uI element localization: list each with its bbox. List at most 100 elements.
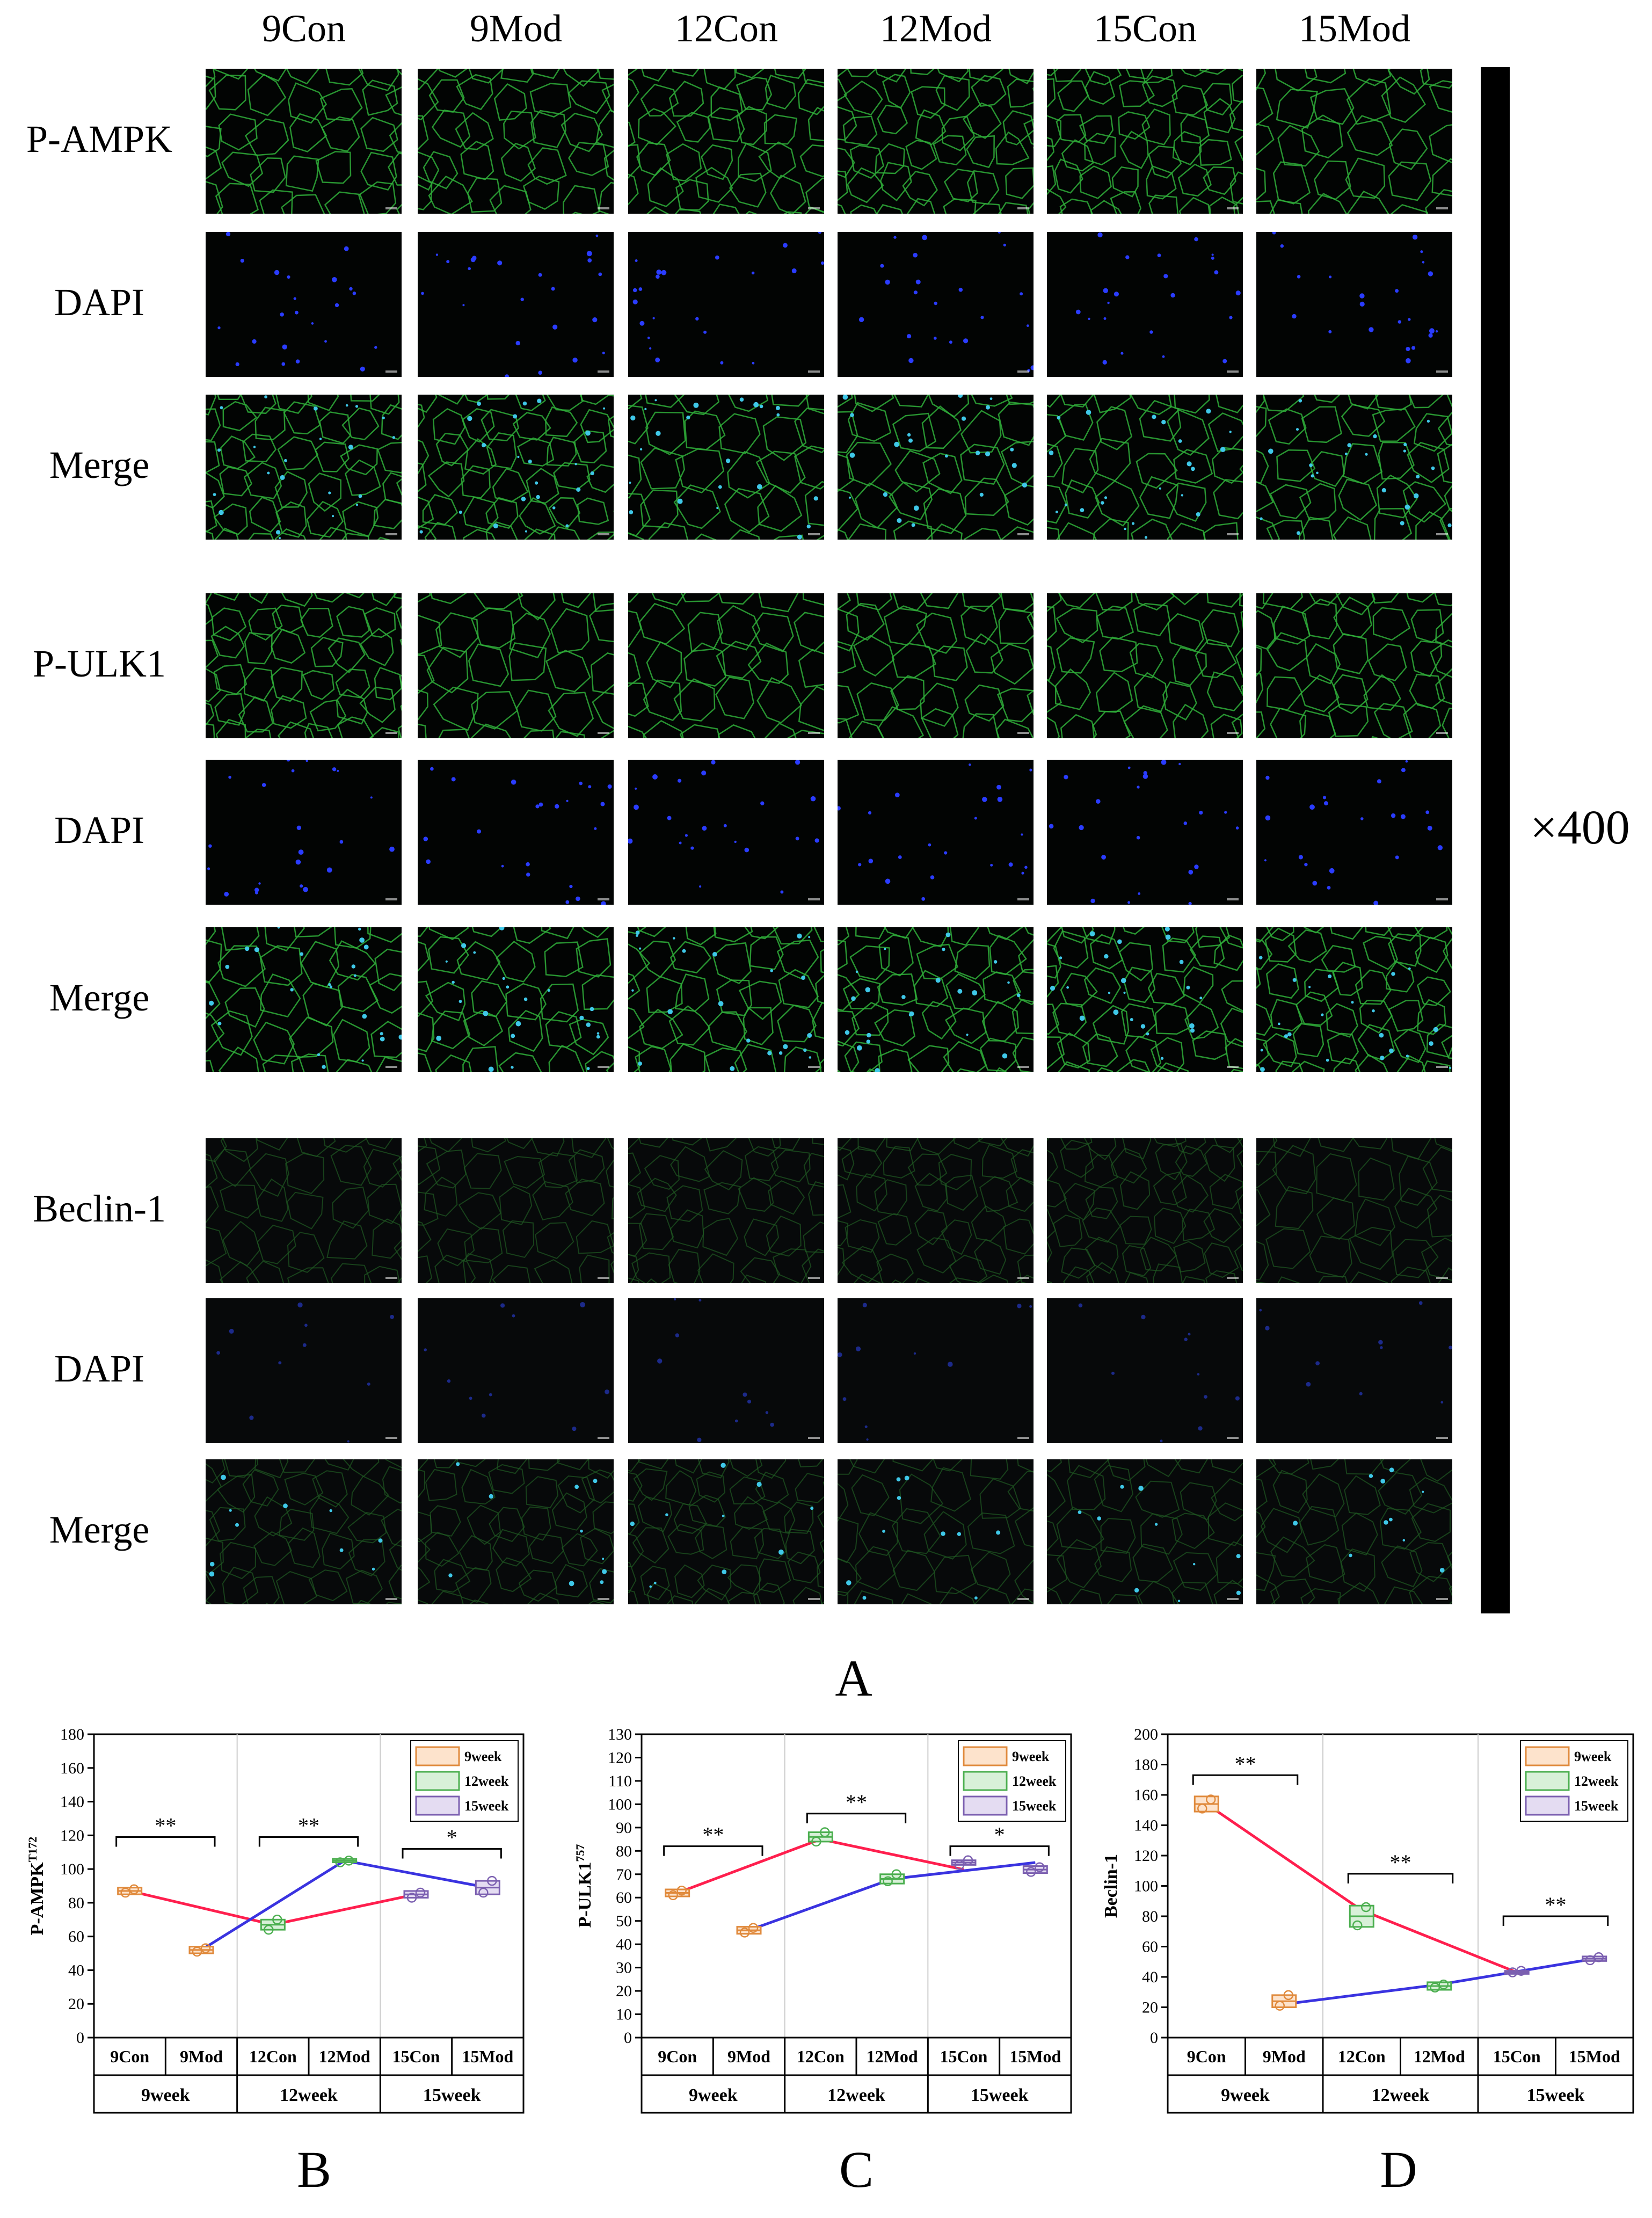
micrograph-merge [418, 395, 614, 540]
y-tick-label: 140 [60, 1793, 84, 1811]
micrograph-green [838, 69, 1034, 214]
legend-label: 9week [1012, 1749, 1050, 1764]
data-point [748, 1923, 759, 1933]
y-tick-label: 20 [68, 1995, 84, 2013]
micrograph-merge [1256, 927, 1452, 1072]
significance-label: ** [155, 1813, 176, 1837]
micrograph-dimmerge [1256, 1459, 1452, 1604]
data-point [954, 1860, 965, 1870]
data-point [487, 1875, 497, 1886]
y-tick-label: 90 [616, 1819, 632, 1837]
significance-label: ** [1235, 1751, 1256, 1776]
data-point [1430, 1982, 1440, 1993]
micrograph-merge [628, 927, 824, 1072]
micrograph-merge [1256, 395, 1452, 540]
y-tick-label: 0 [1150, 2029, 1158, 2047]
micrograph-dimblue [1256, 1298, 1452, 1443]
legend-swatch [963, 1746, 1008, 1766]
category-label: 12Mod [319, 2047, 370, 2066]
data-point [1275, 2001, 1285, 2011]
category-label: 9Mod [180, 2047, 223, 2066]
micrograph-dimblue [838, 1298, 1034, 1443]
micrograph-dimgreen [628, 1138, 824, 1283]
data-point [883, 1876, 893, 1887]
legend-label: 12week [464, 1773, 509, 1789]
significance-label: * [447, 1825, 457, 1849]
panel-letter-c: C [839, 2141, 874, 2198]
significance-label: ** [298, 1813, 319, 1837]
data-point [1438, 1979, 1449, 1990]
y-tick-label: 120 [608, 1749, 632, 1766]
micrograph-blue [838, 760, 1034, 905]
micrograph-blue [206, 760, 402, 905]
category-label: 12Con [1338, 2047, 1386, 2066]
data-point [344, 1856, 354, 1866]
category-label: 15Con [1493, 2047, 1541, 2066]
y-tick-label: 160 [1134, 1786, 1158, 1804]
y-tick-label: 100 [60, 1860, 84, 1878]
row-label: DAPI [54, 281, 144, 324]
y-tick-label: 140 [1134, 1817, 1158, 1835]
legend-swatch [963, 1771, 1008, 1791]
category-label: 15Mod [1009, 2047, 1061, 2066]
y-axis-label: P-ULK1757 [573, 1844, 595, 1928]
micrograph-dimmerge [628, 1459, 824, 1604]
micrograph-blue [1256, 232, 1452, 377]
panel-letter-b: B [296, 2141, 332, 2198]
category-label: 12Mod [867, 2047, 918, 2066]
significance-label: ** [702, 1823, 724, 1847]
micrograph-dimgreen [1256, 1138, 1452, 1283]
micrograph-dimgreen [418, 1138, 614, 1283]
micrograph-green [1256, 593, 1452, 738]
y-tick-label: 60 [616, 1889, 632, 1907]
micrograph-blue [418, 760, 614, 905]
significance-bracket [1347, 1873, 1454, 1884]
panel-letter-a: A [835, 1649, 872, 1707]
category-label: 12Con [797, 2047, 845, 2066]
micrograph-dimmerge [1047, 1459, 1243, 1604]
y-tick-label: 50 [616, 1912, 632, 1930]
micrograph-dimmerge [206, 1459, 402, 1604]
micrograph-green [628, 593, 824, 738]
micrograph-merge [206, 927, 402, 1072]
micrograph-green [838, 593, 1034, 738]
micrograph-blue [1047, 232, 1243, 377]
con-series-line [1205, 1802, 1518, 1974]
category-label: 9Con [110, 2047, 149, 2066]
y-tick-label: 40 [1142, 1968, 1158, 1986]
data-point [478, 1887, 489, 1898]
micrograph-blue [628, 232, 824, 377]
data-point [272, 1915, 282, 1925]
micrograph-dimblue [628, 1298, 824, 1443]
data-point [264, 1924, 274, 1935]
legend-label: 9week [1574, 1749, 1612, 1764]
y-axis-label: P-AMPKT172 [26, 1837, 48, 1936]
y-tick-label: 160 [60, 1759, 84, 1777]
y-tick-label: 80 [68, 1894, 84, 1912]
significance-label: ** [1390, 1850, 1411, 1874]
con-series-line [676, 1837, 964, 1894]
category-label: 12Con [249, 2047, 297, 2066]
y-tick-label: 40 [616, 1936, 632, 1953]
micrograph-merge [628, 395, 824, 540]
y-tick-label: 40 [68, 1961, 84, 1979]
micrograph-green [1047, 69, 1243, 214]
magnification-bar [1481, 67, 1510, 1613]
legend-swatch [415, 1746, 460, 1766]
micrograph-green [418, 69, 614, 214]
micrograph-dimblue [1047, 1298, 1243, 1443]
micrograph-merge [838, 927, 1034, 1072]
micrograph-green [1047, 593, 1243, 738]
group-label: 15week [1527, 2085, 1585, 2105]
y-tick-label: 20 [1142, 1999, 1158, 2017]
data-point [200, 1943, 211, 1953]
significance-label: ** [846, 1790, 867, 1814]
y-tick-label: 0 [624, 2029, 632, 2047]
micrograph-blue [206, 232, 402, 377]
y-tick-label: 120 [1134, 1847, 1158, 1865]
legend-label: 9week [464, 1749, 502, 1764]
data-point [120, 1887, 130, 1898]
data-point [668, 1890, 678, 1901]
y-tick-label: 80 [1142, 1908, 1158, 1925]
y-tick-label: 180 [60, 1726, 84, 1743]
